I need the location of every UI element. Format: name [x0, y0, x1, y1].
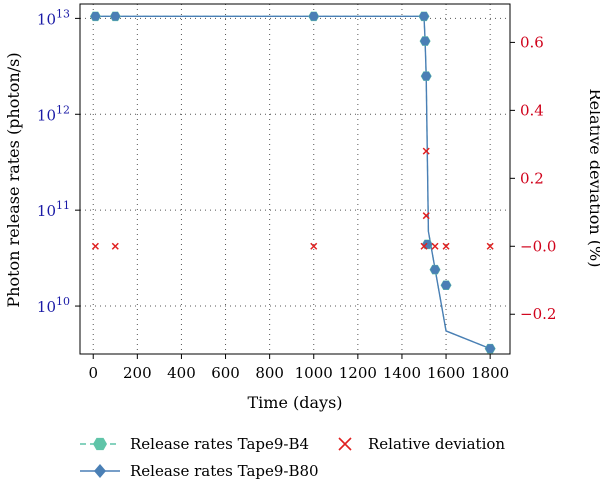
- data-point-tape9-b80: [420, 36, 431, 46]
- data-point-relative-deviation: [420, 242, 428, 250]
- x-tick-label: 1200: [339, 364, 377, 382]
- data-point-tape9-b80: [419, 12, 429, 21]
- legend-label-tape9-b4: Release rates Tape9-B4: [130, 435, 309, 453]
- left-y-axis: 1010 1011 1012 1013: [37, 7, 80, 316]
- plot-frame: [79, 3, 511, 355]
- data-point-tape9-b80: [110, 12, 121, 21]
- data-point-relative-deviation: [431, 242, 439, 250]
- left-y-tick-label: 1010: [37, 295, 70, 316]
- x-tick-label: 1800: [471, 364, 509, 382]
- data-point-relative-deviation: [111, 242, 119, 250]
- x-axis: 0 200 400 600 800 1000 1200 1400 1600 1800: [88, 354, 509, 382]
- x-tick-label: 400: [167, 364, 196, 382]
- data-point-relative-deviation: [310, 242, 318, 250]
- legend-marker-tape9-b4: [93, 437, 107, 451]
- right-y-tick-label: −0.2: [520, 305, 556, 323]
- left-y-tick-label: 1011: [37, 199, 70, 220]
- right-y-axis: −0.2 −0.0 0.2 0.4 0.6: [510, 33, 556, 323]
- x-tick-label: 1400: [383, 364, 421, 382]
- data-point-relative-deviation: [422, 212, 430, 220]
- x-tick-label: 600: [211, 364, 240, 382]
- right-y-tick-label: 0.2: [520, 169, 544, 187]
- data-point-tape9-b80: [485, 344, 496, 353]
- data-point-relative-deviation: [422, 147, 430, 155]
- x-tick-label: 1000: [295, 364, 333, 382]
- series-layer: [89, 11, 496, 354]
- data-point-tape9-b80: [430, 265, 441, 274]
- data-point-relative-deviation: [91, 242, 99, 250]
- x-tick-label: 200: [123, 364, 152, 382]
- x-tick-label: 800: [255, 364, 284, 382]
- legend: Release rates Tape9-B4 Release rates Tap…: [80, 435, 505, 480]
- data-point-relative-deviation: [442, 242, 450, 250]
- data-point-tape9-b80: [441, 280, 452, 290]
- right-y-tick-label: −0.0: [520, 237, 556, 255]
- legend-marker-tape9-b80: [94, 464, 106, 478]
- legend-label-relative-deviation: Relative deviation: [368, 435, 505, 453]
- legend-item-relative-deviation: Relative deviation: [338, 435, 505, 453]
- legend-label-tape9-b80: Release rates Tape9-B80: [130, 462, 319, 480]
- data-point-tape9-b80: [308, 12, 319, 21]
- data-point-tape9-b80: [90, 12, 101, 21]
- series-line-tape9-b80: [93, 15, 491, 350]
- left-y-axis-title: Photon release rates (photon/s): [4, 52, 23, 307]
- series-line-tape9-b4: [93, 15, 491, 350]
- left-y-tick-label: 1012: [37, 103, 70, 124]
- x-axis-title: Time (days): [247, 393, 342, 412]
- right-y-tick-label: 0.4: [520, 101, 544, 119]
- legend-marker-relative-deviation: [338, 437, 352, 451]
- legend-item-tape9-b80: Release rates Tape9-B80: [80, 462, 319, 480]
- grid-lines: [80, 4, 510, 354]
- data-point-relative-deviation: [486, 242, 494, 250]
- x-tick-label: 0: [88, 364, 98, 382]
- data-point-tape9-b80: [421, 71, 432, 81]
- right-y-tick-label: 0.6: [520, 33, 544, 51]
- left-y-tick-label: 1013: [37, 7, 70, 28]
- right-y-axis-title: Relative deviation (%): [586, 89, 600, 268]
- x-tick-label: 1600: [427, 364, 465, 382]
- legend-item-tape9-b4: Release rates Tape9-B4: [80, 435, 309, 453]
